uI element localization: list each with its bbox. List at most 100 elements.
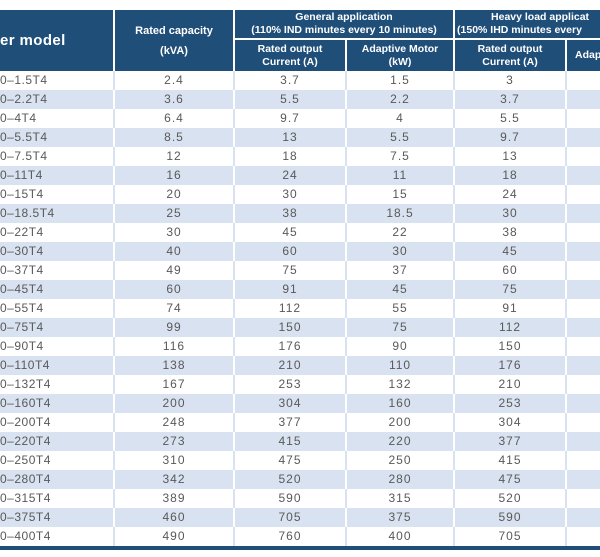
cell-rated-capacity: 490 [113, 527, 233, 546]
cell-general-current: 30 [233, 185, 345, 204]
header-general-current-line2: Current (A) [262, 55, 318, 68]
cell-rated-capacity: 273 [113, 432, 233, 451]
table-bottom-border [0, 546, 600, 550]
cell-rated-capacity: 200 [113, 394, 233, 413]
cell-heavy-current: 304 [453, 413, 566, 432]
cell-general-current: 475 [233, 451, 345, 470]
cell-model: 0–250T4 [0, 451, 113, 470]
cell-general-motor: 22 [345, 223, 454, 242]
table-row: 0–220T4 273 415 220 377 [0, 432, 600, 451]
table-row: 0–250T4 310 475 250 415 [0, 451, 600, 470]
cell-general-motor: 160 [345, 394, 454, 413]
cell-general-current: 377 [233, 413, 345, 432]
table-row: 0–375T4 460 705 375 590 [0, 508, 600, 527]
cell-heavy-motor [565, 432, 600, 451]
cell-general-motor: 400 [345, 527, 454, 546]
cell-general-motor: 375 [345, 508, 454, 527]
cell-general-motor: 280 [345, 470, 454, 489]
header-heavy-line1: Heavy load applicat [491, 11, 590, 23]
cell-heavy-current: 9.7 [453, 128, 566, 147]
header-heavy-load-application: Heavy load applicat (150% IHD minutes ev… [453, 10, 600, 40]
cell-general-current: 9.7 [233, 109, 345, 128]
header-sub-row: Rated output Current (A) Adaptive Motor … [0, 40, 600, 71]
cell-model: 0–400T4 [0, 527, 113, 546]
table-row: 0–75T4 99 150 75 112 [0, 318, 600, 337]
cell-general-motor: 45 [345, 280, 454, 299]
header-rated-capacity-line1: Rated capacity [135, 24, 213, 37]
cell-heavy-current: 112 [453, 318, 566, 337]
cell-general-motor: 315 [345, 489, 454, 508]
cell-model: 0–375T4 [0, 508, 113, 527]
cell-heavy-motor [565, 242, 600, 261]
cell-rated-capacity: 248 [113, 413, 233, 432]
table-row: 0–200T4 248 377 200 304 [0, 413, 600, 432]
cell-heavy-motor [565, 261, 600, 280]
cell-general-motor: 110 [345, 356, 454, 375]
header-heavy-rated-output-current: Rated output Current (A) [453, 40, 566, 71]
cell-model: 0–1.5T4 [0, 71, 113, 90]
header-general-line1: General application [295, 11, 393, 23]
cell-heavy-current: 30 [453, 204, 566, 223]
cell-rated-capacity: 49 [113, 261, 233, 280]
table-row: 0–30T4 40 60 30 45 [0, 242, 600, 261]
cell-heavy-current: 415 [453, 451, 566, 470]
cell-model: 0–18.5T4 [0, 204, 113, 223]
cell-heavy-motor [565, 204, 600, 223]
cell-general-current: 38 [233, 204, 345, 223]
cell-heavy-motor [565, 223, 600, 242]
cell-general-current: 520 [233, 470, 345, 489]
cell-heavy-motor [565, 451, 600, 470]
table-row: 0–11T4 16 24 11 18 [0, 166, 600, 185]
table-row: 0–315T4 389 590 315 520 [0, 489, 600, 508]
cell-heavy-motor [565, 71, 600, 90]
table-row: 0–15T4 20 30 15 24 [0, 185, 600, 204]
cell-heavy-motor [565, 527, 600, 546]
cell-general-current: 112 [233, 299, 345, 318]
table-row: 0–45T4 60 91 45 75 [0, 280, 600, 299]
cell-model: 0–90T4 [0, 337, 113, 356]
cell-heavy-motor [565, 109, 600, 128]
cell-heavy-motor [565, 280, 600, 299]
cell-rated-capacity: 310 [113, 451, 233, 470]
cell-rated-capacity: 167 [113, 375, 233, 394]
header-general-current-line1: Rated output [257, 42, 323, 55]
table-row: 0–22T4 30 45 22 38 [0, 223, 600, 242]
table-row: 0–160T4 200 304 160 253 [0, 394, 600, 413]
cell-rated-capacity: 12 [113, 147, 233, 166]
cell-rated-capacity: 342 [113, 470, 233, 489]
cell-general-current: 18 [233, 147, 345, 166]
cell-rated-capacity: 60 [113, 280, 233, 299]
table-row: 0–2.2T4 3.6 5.5 2.2 3.7 [0, 90, 600, 109]
cell-general-motor: 220 [345, 432, 454, 451]
cell-rated-capacity: 99 [113, 318, 233, 337]
cell-model: 0–55T4 [0, 299, 113, 318]
cell-heavy-motor [565, 337, 600, 356]
cell-general-current: 13 [233, 128, 345, 147]
cell-heavy-current: 253 [453, 394, 566, 413]
header-general-line2: (110% IND minutes every 10 minutes) [251, 24, 437, 36]
cell-heavy-motor [565, 90, 600, 109]
header-heavy-line2: (150% IHD minutes every [457, 24, 582, 36]
cell-model: 0–45T4 [0, 280, 113, 299]
cell-heavy-motor [565, 413, 600, 432]
cell-rated-capacity: 30 [113, 223, 233, 242]
cell-general-motor: 5.5 [345, 128, 454, 147]
cell-general-current: 91 [233, 280, 345, 299]
header-inverter-model: er model [0, 10, 113, 71]
cell-general-current: 150 [233, 318, 345, 337]
table-row: 0–5.5T4 8.5 13 5.5 9.7 [0, 128, 600, 147]
cell-general-current: 415 [233, 432, 345, 451]
cell-general-motor: 11 [345, 166, 454, 185]
header-group-row: er model Rated capacity (kVA) General ap… [0, 10, 600, 71]
cell-general-motor: 75 [345, 318, 454, 337]
cell-heavy-motor [565, 394, 600, 413]
cell-general-motor: 132 [345, 375, 454, 394]
cell-heavy-current: 60 [453, 261, 566, 280]
cell-heavy-current: 705 [453, 527, 566, 546]
cell-heavy-motor [565, 508, 600, 527]
table-row: 0–280T4 342 520 280 475 [0, 470, 600, 489]
cell-heavy-current: 520 [453, 489, 566, 508]
cell-general-current: 24 [233, 166, 345, 185]
cell-general-current: 176 [233, 337, 345, 356]
cell-heavy-motor [565, 299, 600, 318]
